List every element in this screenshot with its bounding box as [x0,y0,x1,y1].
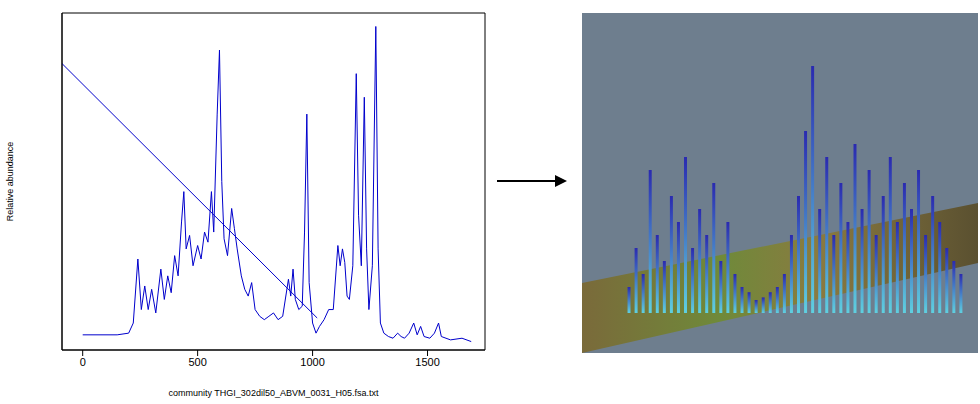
svg-text:500: 500 [188,356,206,368]
svg-text:community THGI_302dil50_ABVM_0: community THGI_302dil50_ABVM_0031_H05.fs… [169,388,379,398]
svg-text:Relative abundance: Relative abundance [5,142,15,222]
svg-text:1500: 1500 [415,356,439,368]
svg-text:1000: 1000 [300,356,324,368]
svg-text:0: 0 [80,356,86,368]
